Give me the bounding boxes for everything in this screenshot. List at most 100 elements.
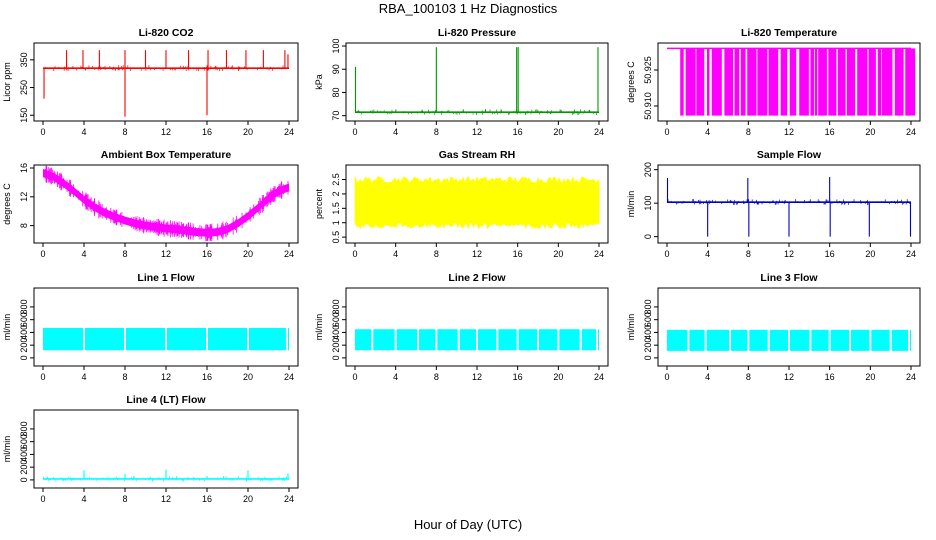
x-tick-label: 24: [906, 249, 916, 259]
y-axis-label: degrees C: [2, 183, 12, 225]
page-x-axis-label: Hour of Day (UTC): [413, 517, 523, 532]
dense-bar: [846, 48, 856, 116]
y-tick-label: 1.5: [331, 202, 341, 215]
dense-bar: [740, 48, 746, 116]
y-tick-label: 8: [19, 223, 29, 228]
y-tick-label: 90: [331, 64, 341, 74]
gap-mark: [371, 328, 374, 352]
gap-mark: [907, 328, 910, 352]
gap-mark: [747, 328, 750, 352]
x-tick-label: 8: [434, 249, 439, 259]
y-tick-label: 600: [331, 312, 341, 327]
panel-title: Line 1 Flow: [137, 272, 195, 284]
x-tick-label: 12: [472, 127, 482, 137]
x-tick-label: 0: [40, 494, 45, 504]
dense-bar: [724, 48, 734, 116]
dense-bar: [757, 48, 768, 116]
series-layer: [354, 175, 600, 230]
y-axis-label: kPa: [314, 74, 324, 90]
panel-title: Line 3 Flow: [760, 272, 818, 284]
y-tick-label: 400: [19, 325, 29, 340]
x-tick-label: 4: [81, 494, 86, 504]
x-tick-label: 20: [553, 127, 563, 137]
y-tick-label: 50.925: [643, 56, 653, 84]
y-tick-label: 1: [331, 220, 341, 225]
x-tick-label: 24: [594, 249, 604, 259]
x-tick-label: 0: [664, 249, 669, 259]
y-tick-label: 80: [331, 87, 341, 97]
x-tick-label: 20: [865, 127, 875, 137]
y-tick-label: 200: [643, 338, 653, 353]
x-tick-label: 12: [784, 249, 794, 259]
gap-mark: [704, 328, 707, 352]
chart-panel-7: Line 1 Flow ml/min 0 4 8 12 16 20 24 0 20040060080…: [2, 272, 299, 382]
y-tick-label: 600: [643, 312, 653, 327]
series-layer: [666, 177, 912, 237]
x-tick-label: 16: [513, 127, 523, 137]
gap-mark: [767, 328, 770, 352]
gap-mark: [809, 328, 812, 352]
y-tick-label: 400: [331, 325, 341, 340]
y-tick-label: 150: [19, 108, 29, 123]
x-tick-label: 8: [746, 372, 751, 382]
x-tick-label: 4: [81, 372, 86, 382]
y-axis-label: percent: [314, 188, 324, 219]
y-tick-label: 70: [331, 111, 341, 121]
x-tick-label: 20: [243, 372, 253, 382]
y-tick-label: 800: [19, 421, 29, 436]
gap-mark: [206, 326, 208, 352]
x-tick-label: 16: [513, 372, 523, 382]
gap-mark: [516, 328, 519, 352]
dense-bar: [814, 48, 818, 116]
x-tick-label: 0: [352, 372, 357, 382]
y-tick-label: 0: [643, 234, 653, 239]
x-tick-label: 16: [202, 249, 212, 259]
gap-mark: [687, 328, 690, 352]
chart-panel-6: Sample Flow ml/min 0 4 8 12 16 20 24 0 100 200: [626, 149, 921, 259]
dense-bar: [818, 48, 827, 116]
gap-mark: [394, 328, 397, 352]
dense-bar: [828, 48, 837, 116]
x-tick-label: 12: [472, 249, 482, 259]
x-tick-label: 20: [553, 372, 563, 382]
dense-bar: [706, 48, 710, 116]
x-tick-label: 20: [553, 249, 563, 259]
x-tick-label: 12: [161, 249, 171, 259]
x-tick-label: 24: [284, 249, 294, 259]
series-layer: [667, 328, 911, 352]
gap-mark: [476, 328, 478, 352]
panel-title: Ambient Box Temperature: [101, 149, 232, 161]
dense-bar: [868, 48, 876, 116]
dense-bar: [696, 48, 705, 116]
dense-bar: [711, 48, 722, 116]
dense-bar: [680, 48, 684, 116]
panel-title: Li-820 Pressure: [438, 27, 516, 39]
gap-mark: [124, 326, 126, 352]
x-tick-label: 16: [825, 127, 835, 137]
panel-title: Line 4 (LT) Flow: [126, 394, 206, 406]
x-tick-label: 4: [81, 127, 86, 137]
y-axis-label: ml/min: [626, 314, 636, 341]
x-tick-label: 16: [202, 127, 212, 137]
series-layer: [43, 469, 289, 482]
dense-bar: [810, 48, 815, 116]
y-tick-label: 350: [19, 52, 29, 67]
panel-title: Li-820 CO2: [139, 27, 194, 39]
y-tick-label: 800: [331, 299, 341, 314]
series-layer: [667, 47, 916, 116]
x-tick-label: 20: [243, 127, 253, 137]
gap-mark: [869, 328, 872, 352]
y-tick-label: 200: [643, 162, 653, 177]
x-tick-label: 16: [825, 249, 835, 259]
x-tick-label: 24: [284, 372, 294, 382]
dense-bar: [894, 48, 904, 116]
x-tick-label: 24: [284, 494, 294, 504]
x-tick-label: 12: [161, 127, 171, 137]
panel-title: Li-820 Temperature: [741, 27, 837, 39]
dense-bar: [881, 48, 893, 116]
x-tick-label: 4: [705, 127, 710, 137]
dense-bar: [768, 48, 779, 116]
plot-frame: [657, 287, 921, 367]
x-tick-label: 8: [746, 249, 751, 259]
